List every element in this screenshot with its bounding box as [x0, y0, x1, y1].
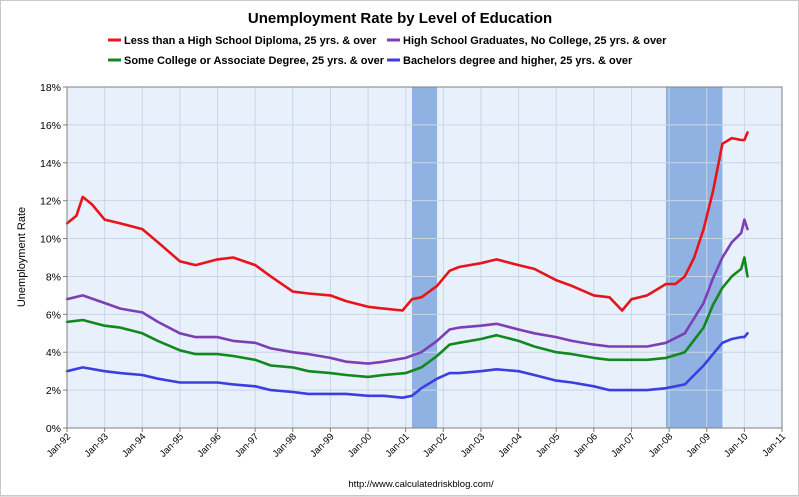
y-tick-label: 14%	[40, 158, 61, 170]
y-axis: 0% 2% 4% 6% 8% 10% 12% 14% 16% 18%	[40, 82, 67, 435]
x-tick-label: Jan-95	[158, 431, 186, 459]
series-line-3	[65, 256, 749, 379]
x-tick-label: Jan-02	[421, 431, 449, 459]
plot-border	[66, 86, 783, 429]
x-tick-label: Jan-93	[82, 431, 110, 459]
source-url: http://www.calculatedriskblog.com/	[348, 479, 494, 490]
x-tick-label: Jan-94	[120, 431, 148, 459]
series-line-4	[65, 331, 749, 400]
series-line-1	[65, 131, 749, 312]
x-tick-label: Jan-03	[459, 431, 487, 459]
x-tick-label: Jan-97	[233, 431, 261, 459]
legend-label-4: Bachelors degree and higher, 25 yrs. & o…	[403, 55, 633, 67]
x-tick-label: Jan-99	[308, 431, 336, 459]
legend: Less than a High School Diploma, 25 yrs.…	[108, 35, 667, 67]
x-tick-label: Jan-06	[572, 431, 600, 459]
x-tick-label: Jan-04	[496, 431, 524, 459]
y-tick-label: 18%	[40, 82, 61, 94]
y-tick-label: 2%	[46, 385, 61, 397]
series-lines	[65, 131, 749, 400]
x-tick-label: Jan-92	[45, 431, 73, 459]
y-tick-label: 16%	[40, 120, 61, 132]
y-tick-label: 6%	[46, 309, 61, 321]
x-tick-label: Jan-08	[647, 431, 675, 459]
legend-label-3: Some College or Associate Degree, 25 yrs…	[124, 55, 385, 67]
x-tick-label: Jan-98	[271, 431, 299, 459]
y-tick-label: 4%	[46, 347, 61, 359]
y-axis-label: Unemployment Rate	[16, 207, 28, 307]
x-tick-label: Jan-05	[534, 431, 562, 459]
y-tick-label: 0%	[46, 423, 61, 435]
legend-label-1: Less than a High School Diploma, 25 yrs.…	[124, 35, 377, 47]
y-tick-label: 12%	[40, 196, 61, 208]
chart-title: Unemployment Rate by Level of Education	[248, 10, 552, 27]
recession-band-1	[411, 87, 438, 428]
x-tick-label: Jan-01	[383, 431, 411, 459]
x-tick-label: Jan-09	[685, 431, 713, 459]
y-tick-label: 10%	[40, 234, 61, 246]
x-tick-label: Jan-00	[346, 431, 374, 459]
y-tick-label: 8%	[46, 271, 61, 283]
x-tick-label: Jan-10	[722, 431, 750, 459]
x-tick-label: Jan-96	[195, 431, 223, 459]
x-tick-label: Jan-07	[609, 431, 637, 459]
x-tick-label: Jan-11	[760, 431, 788, 459]
x-axis: Jan-92 Jan-93 Jan-94 Jan-95 Jan-96 Jan-97 Jan-…	[45, 428, 788, 460]
series-line-2	[65, 218, 749, 365]
legend-label-2: High School Graduates, No College, 25 yr…	[403, 35, 667, 47]
